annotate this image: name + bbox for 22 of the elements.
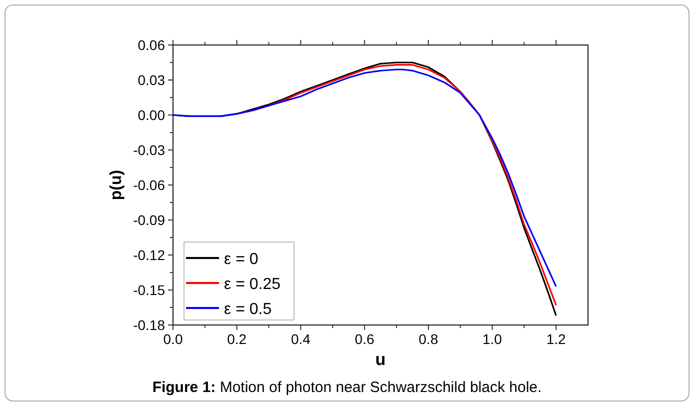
y-tick-label: -0.12: [133, 247, 166, 263]
x-tick-label: 0.0: [163, 331, 183, 347]
y-tick-label: -0.18: [133, 317, 166, 333]
legend-label: ε = 0.25: [224, 276, 281, 293]
legend-label: ε = 0.5: [224, 301, 272, 318]
y-tick-label: 0.00: [138, 107, 166, 123]
caption: Figure 1: Motion of photon near Schwarzschild black hole.: [152, 379, 542, 396]
y-tick-label: -0.03: [133, 142, 166, 158]
y-tick-label: -0.06: [133, 177, 166, 193]
x-tick-label: 0.8: [418, 331, 438, 347]
y-axis-title: p(u): [108, 170, 125, 200]
x-tick-label: 0.6: [354, 331, 374, 347]
y-tick-label: -0.09: [133, 212, 166, 228]
y-tick-label: 0.03: [138, 72, 166, 88]
x-tick-label: 1.2: [546, 331, 566, 347]
x-tick-label: 0.2: [227, 331, 247, 347]
y-tick-label: 0.06: [138, 37, 166, 53]
x-axis-title: u: [375, 350, 386, 369]
y-tick-label: -0.15: [133, 282, 166, 298]
x-tick-label: 1.0: [482, 331, 502, 347]
legend-label: ε = 0: [224, 251, 258, 268]
x-tick-label: 0.4: [290, 331, 311, 347]
